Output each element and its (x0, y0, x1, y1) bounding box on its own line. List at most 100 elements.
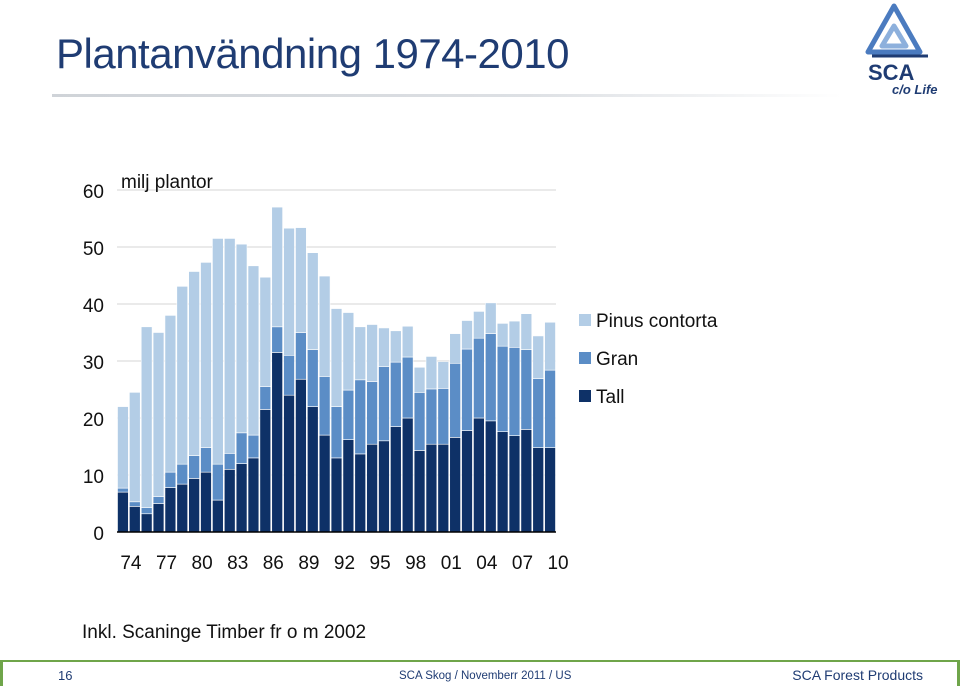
footer-bar: 16 SCA Skog / Novemberr 2011 / US SCA Fo… (0, 660, 960, 686)
bar-tall (164, 487, 177, 533)
bar-pinus-contorta (437, 361, 450, 389)
bar-pinus-contorta (117, 406, 129, 489)
x-tick-label: 98 (405, 553, 426, 574)
bar-tall (485, 420, 497, 533)
legend-swatch (579, 314, 591, 326)
bar-gran (520, 349, 533, 430)
bar-pinus-contorta (259, 276, 272, 387)
bar-tall (532, 447, 544, 533)
bar-pinus-contorta (318, 275, 331, 377)
bar-gran (176, 463, 188, 485)
bar-gran (532, 378, 544, 448)
bar-tall (117, 491, 129, 533)
bar-tall (140, 513, 153, 533)
bar-gran (544, 369, 556, 448)
footer-company: SCA Forest Products (792, 667, 923, 683)
bar-pinus-contorta (247, 265, 260, 436)
bar-tall (366, 443, 378, 533)
page-number: 16 (58, 668, 73, 683)
sca-logo: SCA c/o Life (858, 2, 942, 98)
bar-gran (212, 463, 224, 501)
bar-pinus-contorta (307, 252, 319, 350)
bar-gran (259, 386, 272, 410)
legend-swatch (579, 390, 591, 402)
bar-tall (425, 443, 438, 533)
bar-pinus-contorta (235, 243, 248, 434)
bar-pinus-contorta (200, 262, 212, 448)
chart-legend: Pinus contorta Gran Tall (579, 311, 718, 408)
bar-gran (200, 447, 212, 473)
bar-gran (223, 453, 236, 470)
x-tick-label: 83 (227, 553, 248, 574)
legend-label: Tall (596, 387, 625, 408)
bar-tall (508, 435, 521, 533)
bar-gran (318, 376, 331, 436)
bar-pinus-contorta (496, 323, 509, 347)
x-tick-label: 86 (263, 553, 284, 574)
bar-pinus-contorta (461, 320, 473, 350)
bar-pinus-contorta (152, 332, 165, 497)
y-tick-label: 30 (83, 353, 104, 374)
bar-pinus-contorta (401, 325, 414, 358)
bar-pinus-contorta (390, 330, 402, 363)
bar-gran (390, 361, 402, 427)
bar-gran (247, 434, 260, 459)
y-tick-label: 60 (83, 182, 104, 203)
bar-tall (200, 471, 212, 533)
bar-pinus-contorta (413, 366, 426, 393)
bar-tall (129, 506, 141, 533)
bar-tall (520, 429, 533, 533)
bar-gran (485, 333, 497, 422)
bar-gran (413, 392, 426, 451)
y-tick-label: 0 (93, 524, 104, 545)
bar-tall (342, 439, 355, 533)
bar-tall (259, 409, 272, 533)
bar-tall (318, 434, 331, 533)
x-axis: 74 77 80 83 86 89 92 95 98 01 04 07 10 (117, 531, 569, 574)
y-axis: 0 10 20 30 40 50 60 milj plantor (83, 172, 214, 545)
bar-pinus-contorta (354, 326, 366, 381)
bar-tall (401, 417, 414, 533)
footnote: Inkl. Scaninge Timber fr o m 2002 (82, 622, 367, 643)
bar-gran (354, 379, 366, 455)
bar-tall (271, 352, 283, 533)
bar-tall (449, 437, 461, 533)
bar-tall (413, 450, 426, 533)
bar-pinus-contorta (508, 320, 521, 348)
legend-swatch (579, 352, 591, 364)
bar-tall (354, 453, 366, 533)
y-tick-label: 50 (83, 239, 104, 260)
bar-tall (283, 394, 295, 533)
bar-gran (449, 362, 461, 438)
x-tick-label: 07 (512, 553, 533, 574)
bar-tall (235, 463, 248, 533)
slide-title: Plantanvändning 1974-2010 (56, 30, 569, 77)
bar-gran (330, 406, 343, 459)
logo-brand-text: SCA (868, 60, 915, 85)
bar-gran (129, 501, 141, 507)
y-tick-label: 40 (83, 296, 104, 317)
bar-pinus-contorta (140, 326, 153, 508)
bar-pinus-contorta (212, 238, 224, 465)
bar-pinus-contorta (378, 327, 390, 368)
bar-tall (152, 503, 165, 533)
bar-gran (461, 348, 473, 431)
bar-pinus-contorta (330, 308, 343, 407)
bar-gran (473, 337, 485, 419)
x-tick-label: 92 (334, 553, 355, 574)
x-tick-label: 77 (156, 553, 177, 574)
bar-gran (437, 388, 450, 445)
bar-gran (235, 432, 248, 464)
bar-pinus-contorta (449, 333, 461, 364)
bar-pinus-contorta (271, 206, 283, 328)
bar-tall (247, 457, 260, 533)
bar-gran (295, 332, 307, 380)
bar-pinus-contorta (164, 315, 177, 473)
bar-tall (330, 457, 343, 533)
bar-tall (188, 478, 200, 533)
bar-tall (176, 483, 188, 533)
bar-tall (390, 426, 402, 533)
bar-pinus-contorta (342, 312, 355, 391)
bar-gran (283, 354, 295, 396)
